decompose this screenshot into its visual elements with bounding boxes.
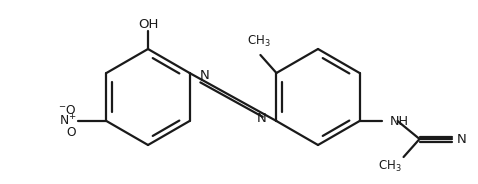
Text: N$^{+}$: N$^{+}$ <box>59 113 76 129</box>
Text: N: N <box>456 132 467 146</box>
Text: $^{-}$O: $^{-}$O <box>58 103 76 116</box>
Text: CH$_3$: CH$_3$ <box>247 34 270 49</box>
Text: CH$_3$: CH$_3$ <box>378 159 402 174</box>
Text: NH: NH <box>390 114 409 128</box>
Text: OH: OH <box>138 19 158 31</box>
Text: N: N <box>199 69 209 82</box>
Text: N: N <box>257 112 267 125</box>
Text: O: O <box>67 125 76 139</box>
